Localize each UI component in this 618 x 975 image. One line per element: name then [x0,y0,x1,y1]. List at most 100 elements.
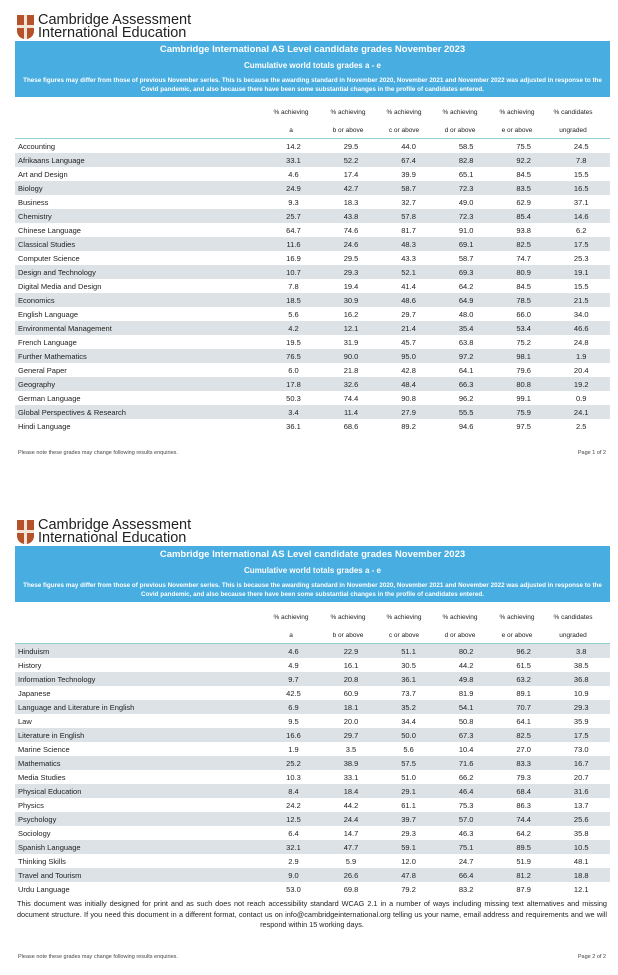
grade-value: 95.0 [379,349,438,363]
brand-line-2: International Education [38,25,187,41]
grade-value: 62.9 [516,197,531,207]
subject-name: Thinking Skills [18,856,66,866]
grade-value: 67.4 [379,153,438,167]
grade-value: 83.5 [494,181,553,195]
grade-value: 51.9 [516,856,531,866]
grade-value: 18.8 [552,868,610,882]
footer-note: Please note these grades may change foll… [18,954,178,960]
grade-value: 16.5 [552,181,610,195]
grade-value: 21.4 [379,321,438,335]
grade-value: 82.8 [437,153,495,167]
grade-value: 63.8 [458,337,474,347]
grade-value: 14.7 [343,828,359,838]
grade-value: 66.2 [458,772,474,782]
grade-value: 48.1 [573,856,589,866]
table-row: Psychology 12.5 24.4 39.7 57.0 74.4 25.6 [15,812,610,826]
subject-name: English Language [18,309,79,319]
title-banner: Cambridge International AS Level candida… [15,546,610,602]
grade-value: 30.9 [322,293,380,307]
grade-value: 84.5 [516,169,531,179]
grade-value: 75.3 [458,800,474,810]
grade-value: 34.4 [401,716,416,726]
grade-value: 24.4 [322,812,380,826]
grade-value: 1.9 [552,349,610,363]
subject-name: Hinduism [15,644,265,658]
grade-value: 20.8 [322,672,380,686]
grade-value: 92.2 [494,153,553,167]
grade-value: 12.5 [264,812,323,826]
report-note: These figures may differ from those of p… [23,77,602,93]
grade-value: 81.7 [401,225,416,235]
grade-value: 85.4 [494,209,553,223]
grade-value: 27.9 [379,405,438,419]
grade-value: 13.7 [573,800,589,810]
grade-value: 75.2 [516,337,531,347]
grade-value: 10.5 [552,840,610,854]
table-row: Marine Science 1.9 3.5 5.6 10.4 27.0 73.0 [15,742,610,756]
grade-value: 68.4 [494,784,553,798]
grade-value: 10.3 [286,772,301,782]
subject-name: Digital Media and Design [18,281,102,291]
table-row: History 4.9 16.1 30.5 44.2 61.5 38.5 [15,658,610,672]
grade-value: 25.7 [264,209,323,223]
grade-value: 5.6 [288,309,299,319]
grade-value: 3.5 [345,744,357,754]
grade-value: 31.6 [552,784,610,798]
subject-name: Classical Studies [15,237,265,251]
subject-name: Media Studies [18,772,66,782]
grade-value: 18.3 [343,197,359,207]
grade-value: 69.8 [343,884,359,894]
subject-name: Afrikaans Language [15,153,265,167]
subject-name: Accounting [18,141,56,151]
grade-value: 29.3 [322,265,380,279]
accessibility-disclaimer: This document was initially designed for… [17,899,607,929]
grade-value: 29.1 [379,784,438,798]
grade-value: 41.4 [401,281,416,291]
grade-value: 96.2 [494,644,553,658]
grade-value: 52.1 [379,265,438,279]
subject-name: Physics [18,800,44,810]
grade-value: 4.2 [264,321,323,335]
grade-value: 68.6 [343,421,359,431]
grade-value: 53.4 [494,321,553,335]
title-banner: Cambridge International AS Level candida… [15,41,610,97]
table-row: Afrikaans Language 33.1 52.2 67.4 82.8 92.2 7.… [15,153,610,167]
table-row: Accounting 14.2 29.5 44.0 58.5 75.5 24.5 [15,139,610,153]
grade-value: 4.6 [264,644,323,658]
report-title: Cambridge International AS Level candida… [159,44,466,55]
grade-value: 48.0 [458,309,474,319]
grade-value: 45.7 [401,337,416,347]
column-header: % achieving e or above [499,109,535,134]
table-row: Literature in English 16.6 29.7 50.0 67.3 82.… [15,728,610,742]
column-header: % achieving e or above [499,614,535,639]
grade-value: 24.5 [573,141,589,151]
grade-value: 17.5 [552,237,610,251]
grade-value: 79.2 [401,884,416,894]
table-row: Chinese Language 64.7 74.6 81.7 91.0 93.8 6.2 [15,223,610,237]
grade-value: 93.8 [516,225,531,235]
subject-name: Chemistry [15,209,265,223]
table-row: Japanese 42.5 60.9 73.7 81.9 89.1 10.9 [15,686,610,700]
table-row: Hindi Language 36.1 68.6 89.2 94.6 97.5 2.5 [15,419,610,433]
grade-value: 50.3 [286,393,301,403]
grade-value: 9.0 [264,868,323,882]
grade-value: 64.2 [516,828,531,838]
grade-value: 42.7 [322,181,380,195]
grade-value: 90.8 [401,393,416,403]
grade-value: 7.8 [288,281,299,291]
grade-value: 80.2 [437,644,495,658]
table-row: Language and Literature in English 6.9 18.… [15,700,610,714]
grade-value: 66.4 [437,868,495,882]
crest-icon [17,15,34,39]
grade-value: 16.1 [343,660,359,670]
column-header: % achieving d or above [442,109,478,134]
page-1: Cambridge Assessment International Educat… [15,13,610,456]
grade-value: 82.5 [494,728,553,742]
grade-value: 42.5 [286,688,301,698]
grade-value: 43.8 [322,209,380,223]
brand-line-1: Cambridge Assessment [38,517,192,533]
grade-value: 16.7 [552,756,610,770]
cambridge-logo: Cambridge Assessment International Educat… [17,517,191,547]
grade-value: 87.9 [516,884,531,894]
grade-value: 46.4 [437,784,495,798]
